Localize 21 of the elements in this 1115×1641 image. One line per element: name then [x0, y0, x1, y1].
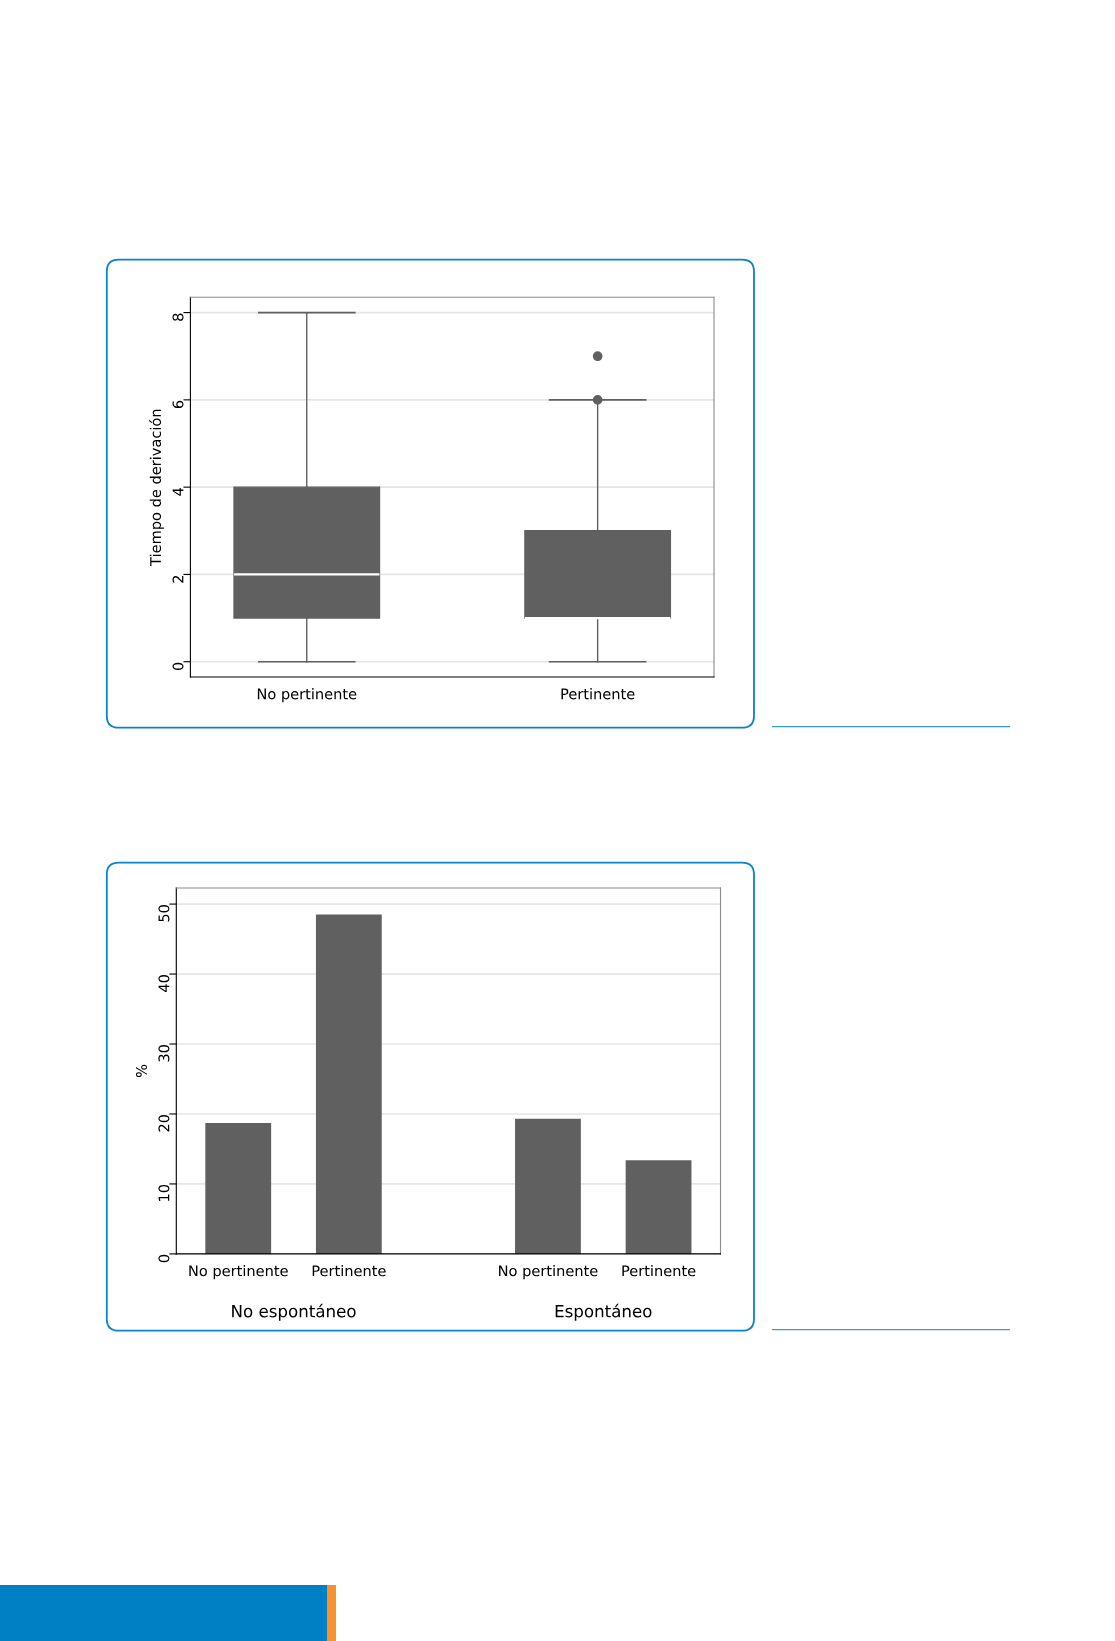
- text: No espontáneo: [232, 1303, 356, 1321]
- x-tick-label: No pertinente: [499, 1265, 598, 1280]
- y-tick-label: 20: [158, 1114, 170, 1132]
- x-tick-label: No pertinente: [189, 1265, 288, 1280]
- y-tick-label: 10: [158, 1184, 170, 1201]
- text: Espontáneo: [555, 1303, 652, 1321]
- y-tick-label: 30: [158, 1044, 170, 1062]
- y-tick-label: 0: [158, 1254, 170, 1263]
- y-tick-label: 8: [172, 313, 184, 321]
- y-tick-label: 40: [158, 975, 170, 992]
- y-axis-title: Tiempo de derivación: [149, 409, 164, 566]
- y-tick-label: 0: [172, 662, 184, 671]
- x-tick-label: No pertinente: [257, 688, 357, 703]
- y-tick-label: 2: [172, 575, 184, 583]
- y-tick-label: 4: [172, 487, 184, 496]
- y-tick-label: 6: [172, 400, 184, 409]
- y-axis-title: %: [135, 1064, 147, 1078]
- x-tick-label: Pertinente: [561, 688, 635, 700]
- x-tick-label: Pertinente: [622, 1265, 696, 1277]
- x-tick-label: Pertinente: [312, 1265, 386, 1277]
- y-tick-label: 50: [158, 905, 170, 922]
